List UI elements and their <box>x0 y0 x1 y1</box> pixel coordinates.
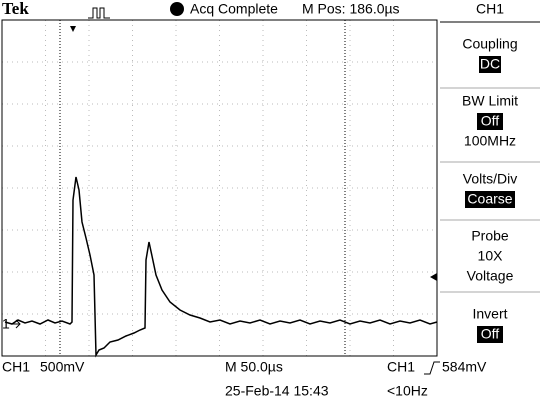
graticule <box>2 20 437 356</box>
waveform-trace <box>4 176 438 358</box>
menu-extra: 100MHz <box>464 133 516 149</box>
ground-marker-arrow <box>12 319 21 329</box>
trigger-frequency: <10Hz <box>387 383 428 399</box>
menu-title: CH1 <box>476 1 504 17</box>
menu-label[interactable]: Volts/Div <box>463 171 517 187</box>
brand: Tek <box>2 0 29 18</box>
value-highlight <box>477 113 503 130</box>
value-highlight <box>477 326 503 343</box>
menu-value[interactable]: 10X <box>478 248 504 264</box>
value-highlight <box>465 191 515 208</box>
menu-label[interactable]: BW Limit <box>462 93 518 109</box>
value-highlight <box>479 56 501 73</box>
menu-label[interactable]: Invert <box>472 306 507 322</box>
channel-marker: 1 <box>2 316 10 332</box>
vertical-scale: 500mV <box>40 359 85 375</box>
menu-value[interactable]: Off <box>481 113 500 129</box>
acquisition-icon <box>88 7 110 19</box>
trigger-slope-icon <box>424 361 440 375</box>
menu-extra: Voltage <box>467 268 514 284</box>
menu-value[interactable]: Off <box>481 326 500 342</box>
datetime: 25-Feb-14 15:43 <box>225 383 329 399</box>
timebase: M 50.0µs <box>225 359 283 375</box>
side-menu: CH1 Coupling DC BW Limit Off 100MHz Volt… <box>440 1 540 343</box>
horizontal-position: M Pos: 186.0µs <box>302 1 400 17</box>
status-dot <box>170 2 184 16</box>
channel-label: CH1 <box>2 359 30 375</box>
menu-label[interactable]: Coupling <box>462 36 517 52</box>
acquisition-status: Acq Complete <box>190 1 278 17</box>
menu-label[interactable]: Probe <box>471 228 509 244</box>
trigger-position-arrow <box>70 26 76 32</box>
trigger-level-arrow <box>430 273 437 281</box>
trigger-level: 584mV <box>442 359 487 375</box>
menu-value[interactable]: DC <box>480 56 500 72</box>
graticule-border <box>1 19 438 357</box>
menu-value[interactable]: Coarse <box>467 191 512 207</box>
trigger-channel: CH1 <box>387 359 415 375</box>
